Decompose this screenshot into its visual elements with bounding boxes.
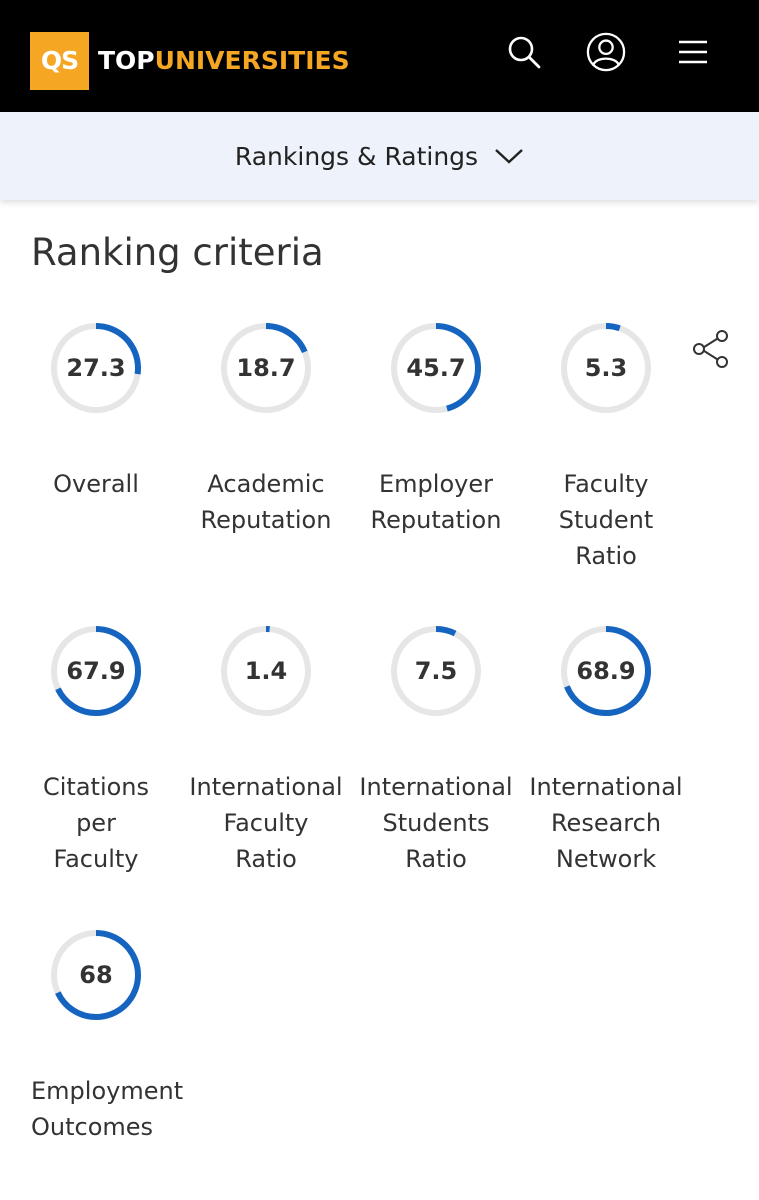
score-value: 68.9 bbox=[576, 657, 636, 685]
score-ring-progress bbox=[391, 626, 481, 716]
search-icon bbox=[508, 36, 541, 69]
brand-name-top: TOP bbox=[98, 46, 155, 75]
criteria-label-line: Employment bbox=[31, 1077, 184, 1105]
chevron-down-icon bbox=[495, 149, 523, 164]
main-menu-button[interactable] bbox=[673, 30, 713, 74]
criteria-label: International Research Network bbox=[521, 769, 691, 877]
score-ring-graphic bbox=[391, 323, 481, 413]
score-ring: 68.9 bbox=[556, 621, 656, 721]
rankings-ratings-label: Rankings & Ratings bbox=[234, 141, 479, 171]
criteria-label: Academic Reputation bbox=[181, 466, 351, 538]
score-ring-graphic bbox=[221, 626, 311, 716]
rankings-ratings-nav: Rankings & Ratings bbox=[0, 112, 759, 200]
criteria-label-line: Faculty bbox=[53, 845, 139, 873]
criteria-label-line: Ratio bbox=[575, 542, 637, 570]
criteria-label: Employment Outcomes bbox=[31, 1073, 201, 1145]
score-ring-progress bbox=[391, 323, 481, 413]
score-ring: 67.9 bbox=[46, 621, 146, 721]
criteria-label-line: Research bbox=[550, 809, 662, 837]
score-ring-graphic bbox=[391, 626, 481, 716]
score-ring: 18.7 bbox=[216, 318, 316, 418]
score-value: 45.7 bbox=[406, 354, 466, 382]
criteria-label: International Faculty Ratio bbox=[181, 769, 351, 877]
criteria-label-line: Reputation bbox=[370, 506, 502, 534]
score-ring: 45.7 bbox=[386, 318, 486, 418]
criteria-label: Citations per Faculty bbox=[11, 769, 181, 877]
top-header-bar: QS TOPUNIVERSITIES bbox=[0, 0, 759, 112]
criteria-label-line: Network bbox=[555, 845, 657, 873]
criteria-label-line: Ratio bbox=[235, 845, 297, 873]
score-ring-progress bbox=[221, 323, 311, 413]
score-ring-progress bbox=[51, 626, 141, 716]
criteria-label-line: Student bbox=[558, 506, 654, 534]
score-ring: 1.4 bbox=[216, 621, 316, 721]
criteria-label: International Students Ratio bbox=[351, 769, 521, 877]
score-value: 1.4 bbox=[244, 657, 288, 685]
criteria-label-line: Overall bbox=[53, 470, 139, 498]
score-ring: 68 bbox=[46, 925, 146, 1025]
score-ring-progress bbox=[561, 626, 651, 716]
criteria-label-line: Employer bbox=[379, 470, 493, 498]
score-ring-graphic bbox=[51, 323, 141, 413]
score-value: 5.3 bbox=[584, 354, 628, 382]
criteria-label-line: per bbox=[76, 809, 116, 837]
qs-logo[interactable]: QS bbox=[30, 32, 89, 90]
score-ring-progress bbox=[221, 626, 311, 716]
criteria-label-line: Ratio bbox=[405, 845, 467, 873]
score-value: 7.5 bbox=[414, 657, 458, 685]
score-ring: 7.5 bbox=[386, 621, 486, 721]
criteria-label: Overall bbox=[11, 466, 181, 502]
score-value: 67.9 bbox=[66, 657, 126, 685]
brand-name[interactable]: TOPUNIVERSITIES bbox=[98, 44, 350, 78]
criteria-label-line: International bbox=[359, 773, 513, 801]
score-ring-graphic bbox=[51, 930, 141, 1020]
score-ring-graphic bbox=[561, 626, 651, 716]
user-account-icon bbox=[586, 32, 626, 72]
score-ring-progress bbox=[51, 930, 141, 1020]
ranking-criteria-title: Ranking criteria bbox=[31, 231, 324, 274]
hamburger-menu-icon bbox=[679, 40, 707, 64]
criteria-label-line: Faculty bbox=[563, 470, 649, 498]
criteria-label: Employer Reputation bbox=[351, 466, 521, 538]
brand-name-universities: UNIVERSITIES bbox=[154, 46, 350, 75]
score-ring-graphic bbox=[51, 626, 141, 716]
score-ring: 5.3 bbox=[556, 318, 656, 418]
rankings-ratings-dropdown[interactable]: Rankings & Ratings bbox=[0, 112, 759, 200]
score-value: 68 bbox=[79, 961, 113, 989]
criteria-label-line: Reputation bbox=[200, 506, 332, 534]
criteria-label-line: International bbox=[189, 773, 343, 801]
criteria-label-line: Academic bbox=[207, 470, 325, 498]
score-ring-graphic bbox=[221, 323, 311, 413]
criteria-label-line: International bbox=[529, 773, 683, 801]
share-button[interactable] bbox=[690, 328, 732, 370]
score-value: 18.7 bbox=[236, 354, 296, 382]
criteria-label-line: Outcomes bbox=[31, 1113, 154, 1141]
share-icon bbox=[693, 330, 728, 368]
user-account-button[interactable] bbox=[586, 30, 626, 74]
score-value: 27.3 bbox=[66, 354, 126, 382]
score-ring: 27.3 bbox=[46, 318, 146, 418]
criteria-label-line: Students bbox=[382, 809, 490, 837]
score-ring-progress bbox=[51, 323, 141, 413]
score-ring-graphic bbox=[561, 323, 651, 413]
criteria-label-line: Faculty bbox=[223, 809, 309, 837]
score-ring-progress bbox=[561, 323, 651, 413]
criteria-label: Faculty Student Ratio bbox=[521, 466, 691, 574]
search-button[interactable] bbox=[504, 30, 544, 74]
criteria-label-line: Citations bbox=[42, 773, 150, 801]
